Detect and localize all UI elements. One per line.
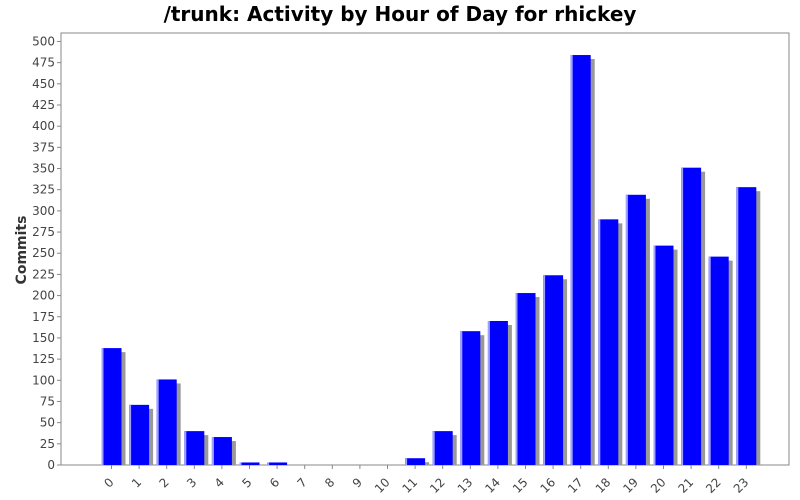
x-tick-label: 16	[538, 475, 559, 496]
y-tick-label: 325	[32, 183, 55, 197]
x-tick-label: 9	[350, 475, 365, 490]
x-tick-label: 11	[400, 475, 421, 496]
y-tick-label: 425	[32, 98, 55, 112]
y-tick-label: 450	[32, 77, 55, 91]
plot-area: 0255075100125150175200225250275300325350…	[32, 32, 790, 496]
bar	[101, 348, 122, 465]
x-tick-label: 6	[267, 475, 282, 490]
y-tick-label: 375	[32, 140, 55, 154]
x-tick-label: 20	[648, 475, 669, 496]
bar	[211, 437, 232, 465]
bar	[267, 462, 288, 465]
y-tick-label: 225	[32, 267, 55, 281]
x-tick-label: 12	[427, 475, 448, 496]
bar	[432, 431, 453, 465]
y-tick-label: 475	[32, 56, 55, 70]
x-tick-label: 17	[565, 475, 586, 496]
bar	[405, 458, 426, 465]
y-axis-label: Commits	[14, 216, 30, 285]
x-tick-label: 7	[295, 475, 310, 490]
bar	[487, 321, 508, 465]
y-tick-label: 350	[32, 162, 55, 176]
bar-highlight	[570, 55, 573, 465]
bar-highlight	[129, 404, 132, 465]
y-tick-label: 125	[32, 352, 55, 366]
x-tick-label: 0	[101, 475, 116, 490]
bar-highlight	[598, 219, 601, 465]
bar-highlight	[460, 331, 463, 465]
x-tick-label: 10	[372, 475, 393, 496]
y-tick-label: 150	[32, 331, 55, 345]
x-tick-label: 5	[239, 475, 254, 490]
chart-title: /trunk: Activity by Hour of Day for rhic…	[163, 2, 637, 26]
bar-highlight	[211, 437, 214, 465]
y-tick-label: 300	[32, 204, 55, 218]
x-tick-label: 14	[482, 475, 503, 496]
bar-highlight	[184, 431, 187, 465]
bar	[681, 167, 702, 465]
bar	[184, 431, 205, 465]
y-tick-label: 100	[32, 373, 55, 387]
y-tick-label: 400	[32, 119, 55, 133]
bar	[239, 462, 260, 465]
bar	[625, 194, 646, 465]
bar-highlight	[156, 379, 159, 465]
x-tick-label: 4	[212, 475, 227, 490]
y-tick-label: 25	[40, 437, 55, 451]
x-tick-label: 1	[129, 475, 144, 490]
y-tick-label: 250	[32, 246, 55, 260]
bar-highlight	[543, 275, 546, 465]
x-tick-label: 15	[510, 475, 531, 496]
bar	[736, 187, 757, 465]
x-tick-label: 21	[676, 475, 697, 496]
bar-highlight	[653, 245, 656, 465]
y-axis-label-group: Commits	[14, 216, 30, 285]
bar	[653, 245, 674, 465]
bar-highlight	[432, 431, 435, 465]
y-tick-label: 75	[40, 394, 55, 408]
y-tick-label: 275	[32, 225, 55, 239]
bar-highlight	[239, 462, 242, 465]
y-tick-label: 0	[47, 458, 55, 472]
bar-highlight	[736, 187, 739, 465]
bar	[543, 275, 564, 465]
y-tick-label: 500	[32, 34, 55, 48]
bar	[570, 55, 591, 465]
bar-highlight	[625, 194, 628, 465]
x-tick-label: 18	[593, 475, 614, 496]
bar-highlight	[487, 321, 490, 465]
bar-highlight	[405, 458, 408, 465]
bar-highlight	[681, 167, 684, 465]
y-tick-label: 50	[40, 416, 55, 430]
x-tick-label: 19	[620, 475, 641, 496]
y-tick-label: 200	[32, 289, 55, 303]
bar	[156, 379, 177, 465]
bar-highlight	[515, 293, 518, 465]
x-tick-label: 2	[157, 475, 172, 490]
x-tick-label: 13	[455, 475, 476, 496]
x-tick-label: 22	[703, 475, 724, 496]
x-tick-label: 8	[322, 475, 337, 490]
bar	[129, 404, 150, 465]
bar-highlight	[708, 256, 711, 465]
bar	[598, 219, 619, 465]
x-tick-label: 3	[184, 475, 199, 490]
bar-highlight	[267, 462, 270, 465]
y-tick-label: 175	[32, 310, 55, 324]
x-tick-label: 23	[731, 475, 752, 496]
bar-highlight	[101, 348, 104, 465]
bar	[515, 293, 536, 465]
bar	[708, 256, 729, 465]
bar	[460, 331, 481, 465]
